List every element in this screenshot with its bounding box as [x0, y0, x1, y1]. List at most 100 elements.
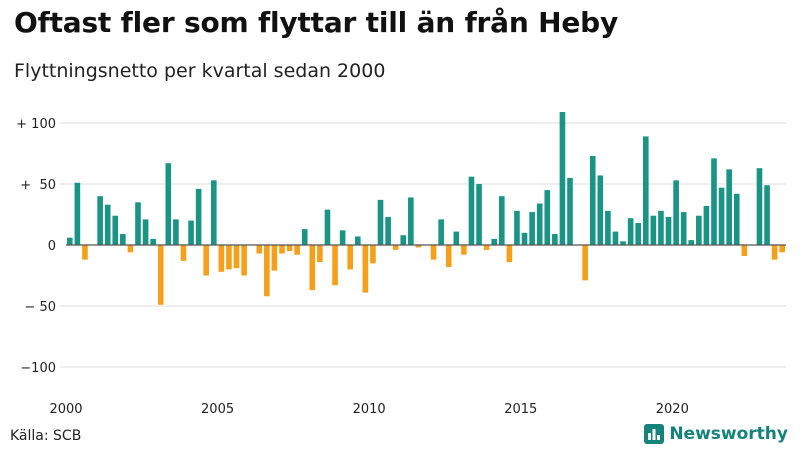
bar	[112, 215, 119, 245]
bar-chart-logo-icon	[644, 424, 665, 444]
bar	[589, 155, 596, 245]
bar	[271, 245, 278, 271]
bar	[324, 209, 331, 245]
x-tick-label: 2010	[353, 402, 386, 417]
bar	[506, 245, 513, 263]
bar	[264, 245, 270, 297]
bar	[779, 245, 786, 253]
brand-name: Newsworthy	[669, 424, 788, 444]
bar	[233, 245, 240, 269]
bar	[468, 176, 475, 245]
x-tick-label: 2015	[504, 402, 537, 417]
bar	[180, 245, 187, 261]
brand-logo: Newsworthy	[644, 424, 788, 444]
bar	[726, 169, 732, 245]
bar	[256, 245, 263, 254]
bars	[66, 112, 786, 305]
bar	[764, 185, 770, 245]
bar	[696, 215, 702, 245]
bar	[642, 136, 649, 245]
bar	[408, 197, 414, 245]
bar	[627, 218, 634, 245]
bar	[567, 177, 573, 245]
bar	[521, 232, 528, 245]
bar	[104, 204, 111, 245]
bar	[552, 234, 558, 245]
bar	[612, 231, 619, 245]
bar	[301, 229, 308, 245]
y-tick-label: − 50	[24, 300, 56, 315]
x-tick-label: 2020	[656, 402, 689, 417]
bar	[688, 240, 695, 245]
bar	[120, 234, 126, 245]
bar	[453, 231, 460, 245]
bar	[332, 245, 338, 286]
bar	[142, 219, 149, 245]
source-note: Källa: SCB	[10, 428, 82, 444]
bar	[771, 245, 778, 260]
bar	[370, 245, 376, 264]
y-axis-tick-labels: + 100 + 50 0 − 50 −100	[16, 117, 56, 376]
bar	[97, 196, 103, 245]
bar	[377, 199, 384, 245]
x-tick-label: 2000	[49, 402, 82, 417]
bar	[309, 245, 316, 291]
bar	[605, 210, 611, 245]
bar	[210, 180, 217, 245]
bar	[150, 238, 156, 245]
bar	[597, 175, 604, 245]
bar	[733, 193, 740, 245]
grid-lines	[60, 122, 786, 368]
bar	[317, 245, 323, 263]
bar	[711, 158, 717, 245]
bar	[157, 245, 164, 305]
bar	[620, 241, 626, 245]
bar	[529, 212, 535, 245]
bar	[188, 220, 194, 245]
bar	[294, 245, 300, 255]
bar	[362, 245, 369, 293]
bar	[218, 245, 225, 272]
bar	[703, 205, 710, 245]
bar	[347, 245, 354, 270]
bar	[536, 203, 543, 245]
bar	[74, 182, 81, 245]
y-tick-label: + 50	[20, 178, 56, 193]
bar	[430, 245, 437, 260]
bar	[491, 238, 498, 245]
y-tick-label: −100	[20, 361, 56, 376]
bar	[400, 235, 407, 245]
bar	[203, 245, 210, 276]
bar	[635, 223, 642, 245]
bar	[756, 168, 763, 245]
bar	[135, 202, 141, 245]
bar	[476, 184, 482, 245]
bar	[127, 245, 134, 253]
bar	[445, 245, 452, 267]
bar	[673, 180, 679, 245]
y-tick-label: 0	[48, 239, 56, 254]
bar	[461, 245, 467, 255]
bar	[483, 245, 490, 250]
bar	[226, 245, 232, 270]
bar	[514, 210, 520, 245]
bar	[354, 236, 361, 245]
bar	[438, 219, 444, 245]
bar	[582, 245, 588, 281]
bar	[544, 190, 551, 245]
bar	[165, 163, 172, 245]
bar	[392, 245, 399, 250]
bar	[173, 219, 179, 245]
bar	[559, 112, 566, 246]
bar	[650, 215, 657, 245]
bar	[498, 196, 505, 245]
bar	[665, 216, 672, 245]
bar	[241, 245, 247, 276]
bar	[195, 188, 202, 245]
bar	[741, 245, 748, 256]
x-axis-tick-labels: 2000 2005 2010 2015 2020	[49, 402, 688, 417]
bar	[680, 212, 687, 245]
bar	[385, 216, 391, 245]
bar	[718, 187, 725, 245]
